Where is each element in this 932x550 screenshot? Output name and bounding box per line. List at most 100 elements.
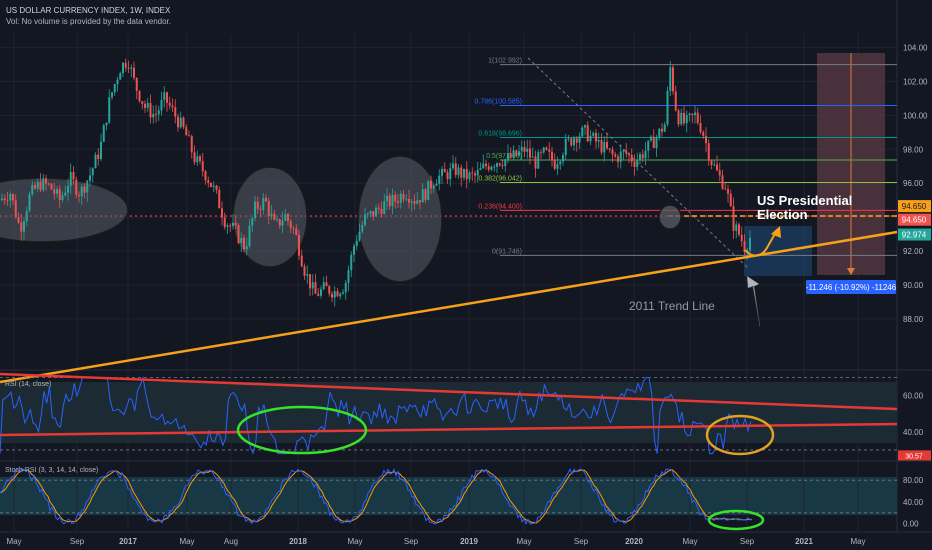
candle-body [567,138,570,140]
candle-body [50,183,53,190]
candle-body [740,234,743,242]
candle-body [83,186,86,193]
candle-body [331,293,333,298]
candle-body [39,181,42,190]
candle-body [160,99,163,111]
candle-body [155,113,157,115]
candle-body [259,208,262,210]
candle-body [163,92,166,100]
candle-body [353,245,355,255]
candle-body [468,172,471,180]
candle-body [432,185,435,189]
candle-body [663,124,666,132]
candle-body [630,155,633,162]
candle-body [397,201,399,203]
time-tick-label: May [516,537,531,546]
candle-body [694,112,696,116]
candle-body [135,77,138,91]
candle-body [97,154,100,160]
price-tag-label: 92.974 [902,231,927,240]
candle-body [727,189,729,194]
candle-body [284,214,287,221]
time-tick-label: 2017 [119,537,137,546]
candle-body [410,201,413,203]
candle-body [78,194,80,197]
candle-body [476,169,479,176]
candle-body [399,193,402,203]
candle-body [174,107,177,117]
fib-level-label: 0.382(96.042) [478,176,522,183]
rsi-value-label: 30.57 [905,453,923,460]
time-tick-label: Sep [70,537,85,546]
candle-body [17,217,20,223]
candle-body [501,165,504,167]
candle-body [185,127,188,136]
candle-body [710,160,713,165]
candle-body [317,293,320,296]
candle-body [658,128,661,138]
candle-body [628,153,630,156]
time-tick-label: May [347,537,362,546]
candle-body [358,231,361,241]
candle-body [171,105,174,108]
candle-body [320,289,322,296]
time-tick-label: 2019 [460,537,478,546]
candle-body [292,228,295,229]
candle-body [584,125,586,128]
candle-body [553,160,556,169]
grid [0,34,897,532]
candle-body [196,156,199,163]
candle-body [479,167,482,170]
candle-body [683,112,685,124]
candle-body [127,67,130,69]
candle-body [509,153,512,158]
candle-body [402,193,405,200]
candle-body [430,180,432,189]
price-tick-label: 96.00 [903,179,924,188]
trend-line-2011 [0,230,898,384]
candle-body [232,222,234,226]
candle-body [471,172,474,174]
candle-body [520,147,523,152]
pointer-arrow-icon [746,275,761,328]
candle-body [333,291,336,298]
candle-body [586,125,589,142]
candle-body [166,92,168,103]
candle-body [589,135,592,142]
candle-body [295,228,298,235]
price-tick-label: 88.00 [903,315,924,324]
candle-body [300,255,303,267]
candle-body [705,135,707,144]
price-tags: 94.650 94.650 92.974 [898,200,931,241]
candle-body [575,138,578,143]
candle-body [540,152,542,153]
candle-body [408,199,410,203]
candle-body [474,173,476,176]
stoch-tick-label: 0.00 [903,520,919,529]
candle-body [215,185,218,190]
candle-body [570,138,573,146]
candle-body [490,166,493,170]
candle-body [89,175,91,181]
candle-body [218,189,221,209]
candle-body [355,240,358,246]
candle-body [749,237,751,251]
candle-body [372,211,375,217]
fib-level-label: 0.236(94.400) [478,203,522,210]
candle-body [133,67,135,78]
measurement-badge [806,280,896,294]
trend-line-label: 2011 Trend Line [629,299,715,313]
time-tick-label: May [179,537,194,546]
candle-body [724,188,727,190]
candle-body [270,213,273,216]
candle-body [564,139,567,156]
candle-body [124,62,127,68]
candle-body [573,138,575,146]
rsi-tick-label: 60.00 [903,392,924,401]
candle-body [86,180,89,193]
candle-body [413,201,416,204]
candle-body [364,214,366,225]
candle-body [702,132,705,136]
candle-body [80,186,83,197]
